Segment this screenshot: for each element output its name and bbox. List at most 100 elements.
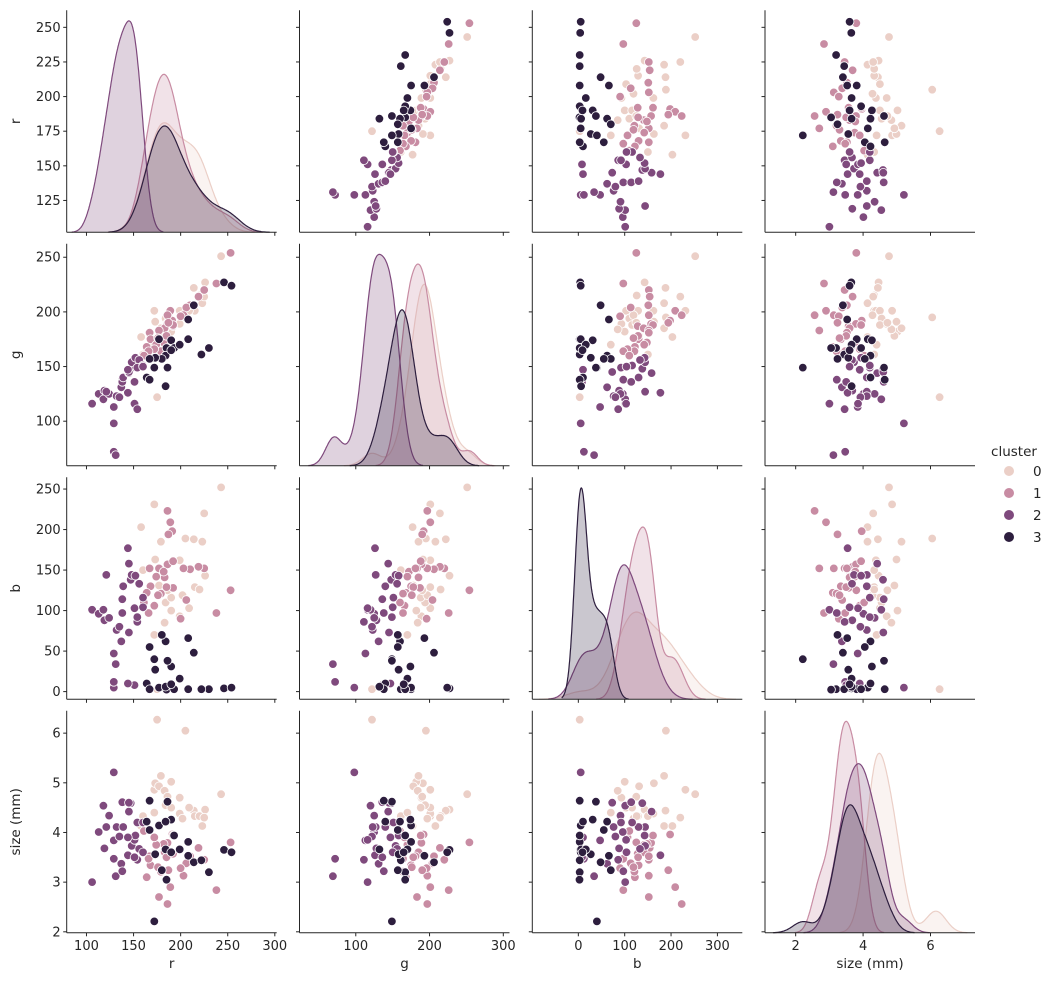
legend-label-cluster-0: 0 [1033, 464, 1042, 480]
scatter-point-cluster-0 [661, 726, 671, 736]
scatter-point-cluster-1 [819, 278, 829, 289]
scatter-point-cluster-2 [840, 190, 850, 200]
scatter-point-cluster-2 [114, 831, 125, 842]
scatter-point-cluster-2 [621, 847, 632, 858]
scatter-point-cluster-1 [639, 340, 649, 350]
scatter-point-cluster-1 [618, 885, 629, 895]
y-tick-label: 50 [44, 645, 61, 660]
scatter-point-cluster-2 [646, 368, 657, 378]
scatter-point-cluster-3 [604, 851, 614, 861]
scatter-point-cluster-1 [642, 116, 652, 127]
scatter-point-cluster-3 [860, 354, 870, 364]
scatter-point-cluster-2 [118, 581, 128, 592]
scatter-point-cluster-1 [626, 83, 636, 94]
scatter-point-cluster-1 [175, 863, 186, 873]
kde-fill-cluster-3 [349, 309, 480, 466]
scatter-point-cluster-1 [153, 590, 163, 600]
x-tick-label: 200 [168, 939, 193, 954]
scatter-point-cluster-1 [631, 248, 642, 258]
scatter-point-cluster-1 [444, 885, 454, 895]
y-tick-label: 175 [36, 125, 61, 140]
scatter-point-cluster-2 [123, 388, 133, 398]
scatter-point-cluster-2 [359, 155, 369, 166]
scatter-point-cluster-0 [862, 298, 873, 308]
scatter-point-cluster-1 [427, 595, 438, 605]
scatter-point-cluster-0 [367, 126, 377, 136]
scatter-point-cluster-1 [149, 832, 160, 843]
scatter-point-cluster-2 [595, 835, 605, 846]
scatter-point-cluster-3 [396, 61, 406, 71]
scatter-point-cluster-2 [621, 835, 631, 845]
scatter-point-cluster-1 [677, 310, 687, 320]
scatter-point-cluster-2 [618, 866, 629, 876]
scatter-point-cluster-0 [882, 93, 892, 103]
scatter-point-cluster-2 [99, 843, 110, 854]
scatter-point-cluster-2 [368, 822, 378, 832]
scatter-point-cluster-2 [124, 806, 134, 817]
scatter-point-cluster-3 [442, 847, 452, 858]
scatter-point-cluster-2 [844, 147, 855, 157]
y-tick-label: 200 [36, 523, 61, 538]
scatter-point-cluster-3 [144, 796, 155, 806]
scatter-point-cluster-3 [576, 381, 586, 391]
scatter-point-cluster-0 [441, 72, 451, 82]
scatter-point-cluster-2 [614, 843, 624, 854]
scatter-point-cluster-1 [421, 614, 432, 624]
scatter-point-cluster-3 [843, 353, 854, 363]
scatter-point-cluster-3 [843, 665, 854, 675]
scatter-point-cluster-0 [690, 789, 700, 799]
panel-sizemm-vs-g: 100 200 300 g [296, 710, 516, 972]
scatter-point-cluster-2 [377, 852, 388, 863]
kde-curve-cluster-0 [107, 122, 255, 233]
scatter-point-cluster-2 [841, 159, 851, 170]
scatter-point-cluster-2 [367, 622, 377, 632]
y-tick-label: 4 [52, 826, 60, 841]
scatter-point-cluster-1 [677, 111, 687, 121]
scatter-point-cluster-2 [138, 602, 148, 613]
x-tick-label: 300 [705, 939, 730, 954]
scatter-point-cluster-3 [576, 281, 586, 291]
scatter-point-cluster-1 [832, 318, 843, 328]
scatter-point-cluster-2 [832, 177, 842, 188]
scatter-point-cluster-2 [98, 801, 109, 811]
scatter-point-cluster-2 [635, 355, 645, 365]
scatter-point-cluster-2 [627, 817, 637, 828]
x-axis-label: g [400, 956, 409, 972]
scatter-point-cluster-2 [853, 603, 863, 613]
scatter-point-cluster-3 [575, 830, 585, 841]
scatter-point-cluster-3 [166, 847, 176, 858]
scatter-point-cluster-1 [643, 77, 654, 88]
scatter-point-cluster-0 [649, 778, 659, 789]
scatter-point-cluster-0 [868, 57, 878, 67]
scatter-point-cluster-3 [578, 816, 588, 827]
scatter-point-cluster-3 [393, 665, 404, 675]
scatter-point-cluster-1 [416, 556, 426, 566]
scatter-point-cluster-3 [838, 72, 848, 82]
scatter-point-cluster-3 [406, 837, 416, 847]
scatter-point-cluster-3 [226, 682, 237, 693]
scatter-point-cluster-0 [896, 537, 907, 547]
scatter-point-cluster-3 [226, 847, 237, 858]
scatter-point-cluster-0 [690, 32, 700, 42]
panel-r-vs-b [528, 10, 743, 236]
scatter-point-cluster-2 [87, 877, 97, 887]
scatter-point-cluster-2 [589, 450, 599, 460]
scatter-point-cluster-2 [618, 177, 629, 188]
scatter-point-cluster-3 [162, 797, 173, 807]
scatter-point-cluster-2 [899, 418, 909, 429]
scatter-point-cluster-3 [798, 130, 808, 141]
scatter-point-cluster-3 [826, 343, 836, 353]
scatter-point-cluster-2 [640, 387, 650, 397]
scatter-point-cluster-1 [847, 65, 858, 76]
scatter-point-cluster-1 [819, 39, 829, 49]
scatter-point-cluster-2 [607, 167, 617, 178]
scatter-point-cluster-2 [123, 832, 133, 843]
scatter-point-cluster-3 [183, 314, 193, 325]
scatter-point-cluster-3 [846, 381, 857, 391]
scatter-point-cluster-3 [798, 654, 808, 664]
scatter-point-cluster-2 [328, 871, 338, 881]
scatter-point-cluster-3 [838, 300, 848, 311]
scatter-point-cluster-2 [370, 543, 380, 553]
scatter-point-cluster-3 [879, 111, 889, 121]
scatter-point-cluster-0 [667, 332, 678, 342]
